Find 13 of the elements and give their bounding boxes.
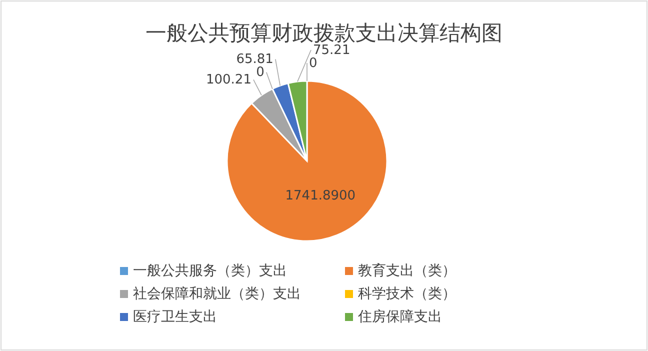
legend-label: 住房保障支出	[357, 309, 442, 325]
legend-label: 教育支出（类）	[358, 262, 456, 279]
data-label: 65.81	[236, 52, 274, 68]
legend-label: 医疗卫生支出	[133, 309, 217, 325]
data-label: 100.21	[206, 72, 252, 88]
chart-title: 一般公共预算财政拨款支出决算结构图	[146, 21, 502, 45]
legend-label: 社会保障和就业（类）支出	[133, 286, 301, 302]
legend-label: 一般公共服务（类）支出	[133, 263, 287, 279]
text: 0	[256, 65, 264, 80]
text: 0	[309, 56, 318, 71]
data-label: 75.21	[313, 43, 350, 58]
data-label: 1741.8900	[285, 188, 356, 204]
legend-label: 科学技术（类）	[358, 286, 456, 302]
